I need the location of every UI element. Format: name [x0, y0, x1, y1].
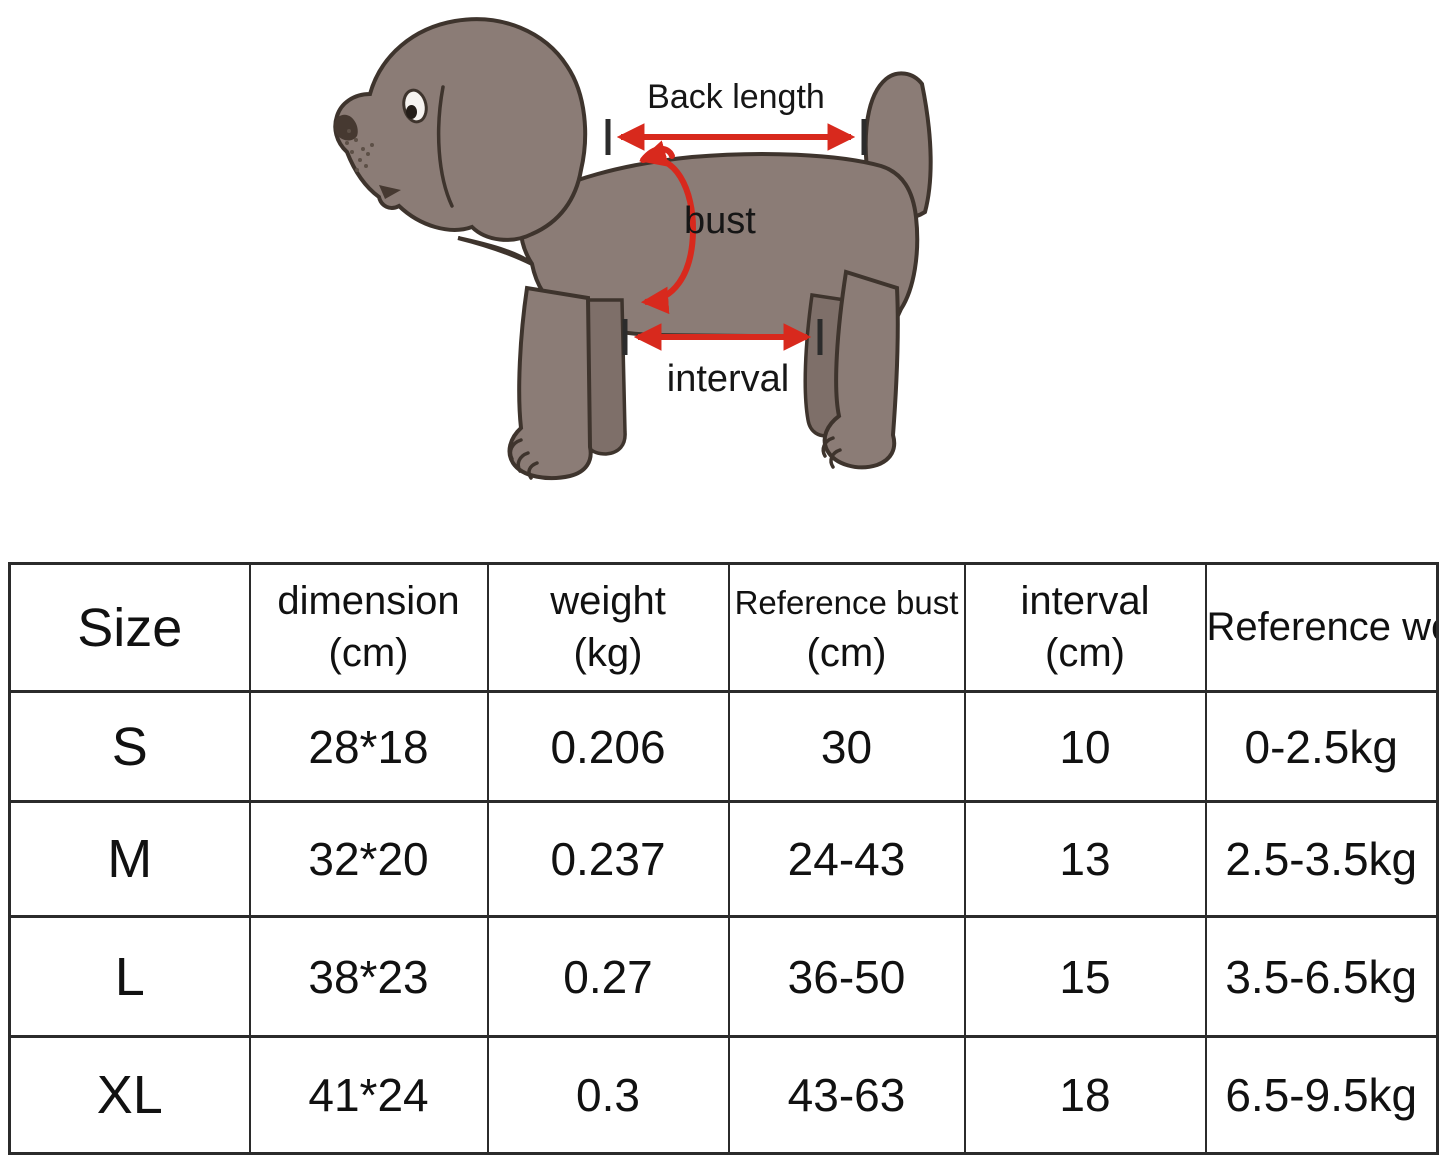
cell-weight: 0.237 [486, 800, 730, 918]
interval-arrow [622, 319, 823, 355]
table-row-xl: XL 41*24 0.3 43-63 18 6.5-9.5kg [8, 1035, 1439, 1155]
dog-nose [334, 114, 358, 141]
cell-interval: 15 [963, 915, 1207, 1038]
bust-label: bust [684, 200, 756, 242]
table-row-m: M 32*20 0.237 24-43 13 2.5-3.5kg [8, 800, 1439, 918]
cell-dimension: 28*18 [248, 690, 489, 803]
interval-label: interval [666, 358, 790, 400]
dog-pupil [406, 105, 417, 119]
bust-arrow [639, 140, 697, 315]
cell-dimension: 38*23 [248, 915, 489, 1038]
cell-interval: 18 [963, 1035, 1207, 1155]
dog-front-leg [507, 285, 593, 480]
cell-reference-weight: 3.5-6.5kg [1204, 915, 1439, 1038]
cell-reference-bust: 43-63 [727, 1035, 966, 1155]
dog-freckles [345, 129, 374, 172]
dog-mouth [379, 185, 401, 199]
cell-weight: 0.27 [486, 915, 730, 1038]
table-row-s: S 28*18 0.206 30 10 0-2.5kg [8, 690, 1439, 803]
cell-reference-weight: 2.5-3.5kg [1204, 800, 1439, 918]
cell-interval: 10 [963, 690, 1207, 803]
column-header-dimension: dimension (cm) [248, 562, 489, 693]
cell-reference-weight: 6.5-9.5kg [1204, 1035, 1439, 1155]
column-header-reference-weight: Reference weight [1204, 562, 1439, 693]
dog-rear-leg [822, 269, 900, 470]
dog-illustration [333, 17, 933, 480]
size-chart-table: Size dimension (cm) weight (kg) Referenc… [8, 562, 1439, 1155]
cell-interval: 13 [963, 800, 1207, 918]
measurement-diagram: Back length bust interval [0, 0, 1445, 556]
dog-rear-paw-toes [821, 436, 842, 469]
cell-weight: 0.3 [486, 1035, 730, 1155]
column-header-weight: weight (kg) [486, 562, 730, 693]
cell-size: S [8, 690, 251, 803]
cell-size: XL [8, 1035, 251, 1155]
back-length-arrow [605, 119, 867, 155]
cell-size: L [8, 915, 251, 1038]
dog-head [333, 17, 588, 242]
header-row: Size dimension (cm) weight (kg) Referenc… [8, 562, 1439, 693]
column-header-reference-bust: Reference bust (cm) [727, 562, 966, 693]
cell-reference-bust: 30 [727, 690, 966, 803]
cell-reference-weight: 0-2.5kg [1204, 690, 1439, 803]
cell-dimension: 41*24 [248, 1035, 489, 1155]
size-chart: Size dimension (cm) weight (kg) Referenc… [8, 562, 1439, 1155]
cell-size: M [8, 800, 251, 918]
table-row-l: L 38*23 0.27 36-50 15 3.5-6.5kg [8, 915, 1439, 1038]
cell-reference-bust: 24-43 [727, 800, 966, 918]
cell-reference-bust: 36-50 [727, 915, 966, 1038]
cell-dimension: 32*20 [248, 800, 489, 918]
back-length-label: Back length [647, 78, 825, 116]
column-header-interval: interval (cm) [963, 562, 1207, 693]
column-header-size: Size [8, 562, 251, 693]
dog-front-paw-toes [508, 438, 539, 480]
dog-ear-line [436, 85, 454, 208]
cell-weight: 0.206 [486, 690, 730, 803]
